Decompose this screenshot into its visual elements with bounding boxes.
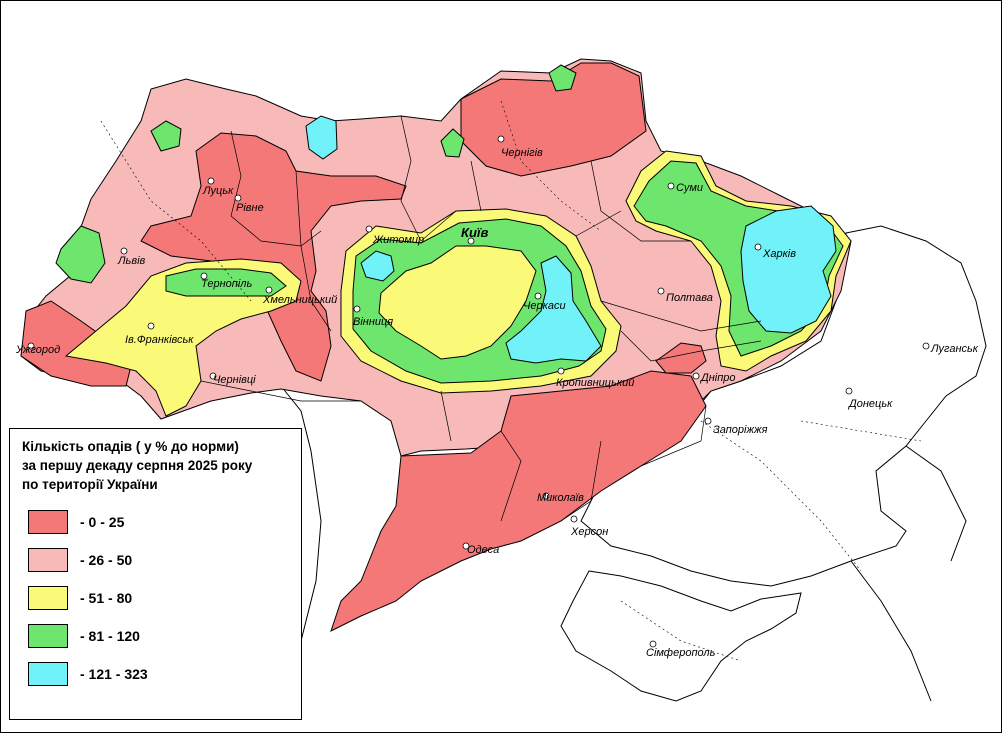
zone-121-323-kharkiv xyxy=(740,205,837,334)
zone-81-120-lviv xyxy=(55,225,106,284)
unshaded-territory-east xyxy=(580,225,987,587)
legend-label: - 81 - 120 xyxy=(80,628,140,644)
legend-label: - 121 - 323 xyxy=(80,666,148,682)
zone-0-25-dnipro xyxy=(655,342,707,374)
city-odesa: Одеса xyxy=(462,542,499,556)
legend-swatch xyxy=(28,624,68,648)
legend-swatch xyxy=(28,586,68,610)
city-ternopil: Тернопіль xyxy=(200,272,252,290)
city-uzhhorod: Ужгород xyxy=(15,342,60,356)
legend-label: - 0 - 25 xyxy=(80,514,125,530)
svg-text:Рівне: Рівне xyxy=(236,202,264,214)
city-chernivtsi: Чернівці xyxy=(209,372,256,386)
city-poltava: Полтава xyxy=(657,287,713,304)
region-borders xyxy=(200,115,762,522)
svg-text:Черкаси: Черкаси xyxy=(523,300,566,312)
legend-title-line-1: Кількість опадів ( у % до норми) xyxy=(22,439,239,454)
zone-0-25-south xyxy=(330,370,707,632)
zone-121-323-rivne xyxy=(305,115,338,160)
city-donetsk: Донецьк xyxy=(845,387,893,410)
svg-text:Запоріжжя: Запоріжжя xyxy=(713,424,768,436)
svg-text:Луцьк: Луцьк xyxy=(202,185,234,197)
zone-81-120-north xyxy=(548,64,577,92)
city-lutsk: Луцьк xyxy=(202,177,234,197)
city-kyiv: Київ xyxy=(461,225,489,245)
city-mykolaiv: Миколаїв xyxy=(537,492,584,504)
legend-swatch xyxy=(28,510,68,534)
zone-51-80-central-core xyxy=(378,245,537,360)
svg-text:Львів: Львів xyxy=(117,255,146,267)
svg-text:Ужгород: Ужгород xyxy=(15,344,60,356)
legend-list: - 0 - 25 - 26 - 50 - 51 - 80 - 81 - 120 … xyxy=(28,506,291,690)
legend-item-121-323: - 121 - 323 xyxy=(28,658,291,690)
legend-item-26-50: - 26 - 50 xyxy=(28,544,291,576)
city-luhansk: Луганськ xyxy=(922,342,979,355)
legend: Кількість опадів ( у % до норми) за перш… xyxy=(9,428,302,720)
svg-text:Хмельницький: Хмельницький xyxy=(262,294,337,306)
city-simferopol: Сімферополь xyxy=(646,640,716,659)
city-sumy: Суми xyxy=(667,182,703,194)
city-rivne: Рівне xyxy=(234,194,264,214)
city-kherson: Херсон xyxy=(570,515,608,538)
legend-item-51-80: - 51 - 80 xyxy=(28,582,291,614)
legend-item-0-25: - 0 - 25 xyxy=(28,506,291,538)
zone-51-80-west xyxy=(64,258,302,417)
city-khmelnytskyi: Хмельницький xyxy=(262,286,337,306)
svg-text:Житомир: Житомир xyxy=(372,234,424,246)
svg-text:Ів.Франківськ: Ів.Франківськ xyxy=(125,334,194,346)
svg-text:Полтава: Полтава xyxy=(666,292,713,304)
zone-0-25-northwest xyxy=(140,132,407,382)
legend-swatch xyxy=(28,548,68,572)
city-cherkasy: Черкаси xyxy=(523,292,566,312)
svg-text:Дніпро: Дніпро xyxy=(699,372,736,384)
svg-text:Одеса: Одеса xyxy=(467,544,499,556)
svg-text:Херсон: Херсон xyxy=(570,526,608,538)
svg-text:Київ: Київ xyxy=(461,225,489,240)
svg-text:Донецьк: Донецьк xyxy=(847,398,893,410)
svg-text:Вінниця: Вінниця xyxy=(353,316,393,328)
zone-0-25-west xyxy=(20,300,132,387)
city-kharkiv: Харків xyxy=(754,243,796,260)
legend-title-line-2: за першу декаду серпня 2025 року xyxy=(22,458,253,473)
zone-81-120-lutsk xyxy=(150,120,182,152)
zone-81-120-north-small xyxy=(440,128,465,158)
legend-label: - 26 - 50 xyxy=(80,552,133,568)
city-dnipro: Дніпро xyxy=(692,372,736,384)
svg-text:Миколаїв: Миколаїв xyxy=(537,492,584,504)
crimea xyxy=(560,570,802,702)
legend-item-81-120: - 81 - 120 xyxy=(28,620,291,652)
city-kropyvnytskyi: Кропивницький xyxy=(556,367,634,389)
city-zhytomyr: Житомир xyxy=(365,225,424,246)
legend-swatch xyxy=(28,662,68,686)
svg-text:Сімферополь: Сімферополь xyxy=(646,647,716,659)
city-ivano-frankivsk: Ів.Франківськ xyxy=(125,322,194,346)
zone-81-120-ternopil xyxy=(165,268,287,297)
city-chernihiv: Чернігів xyxy=(497,135,543,159)
svg-text:Суми: Суми xyxy=(676,182,703,194)
city-zaporizhzhia: Запоріжжя xyxy=(704,417,768,436)
city-lviv: Львів xyxy=(117,247,146,267)
city-vinnytsia: Вінниця xyxy=(353,305,393,328)
legend-label: - 51 - 80 xyxy=(80,590,133,606)
zone-0-25-north xyxy=(460,62,647,177)
zone-121-323-zhytomyr xyxy=(360,250,395,282)
svg-text:Луганськ: Луганськ xyxy=(930,343,979,355)
svg-text:Чернігів: Чернігів xyxy=(501,147,543,159)
svg-text:Чернівці: Чернівці xyxy=(213,374,256,386)
legend-title-line-3: по території України xyxy=(22,477,158,492)
svg-text:Харків: Харків xyxy=(762,248,796,260)
dotted-roads xyxy=(100,100,922,662)
zone-121-323-cherkasy xyxy=(505,255,602,364)
svg-text:Кропивницький: Кропивницький xyxy=(556,377,634,389)
svg-text:Тернопіль: Тернопіль xyxy=(201,278,252,290)
